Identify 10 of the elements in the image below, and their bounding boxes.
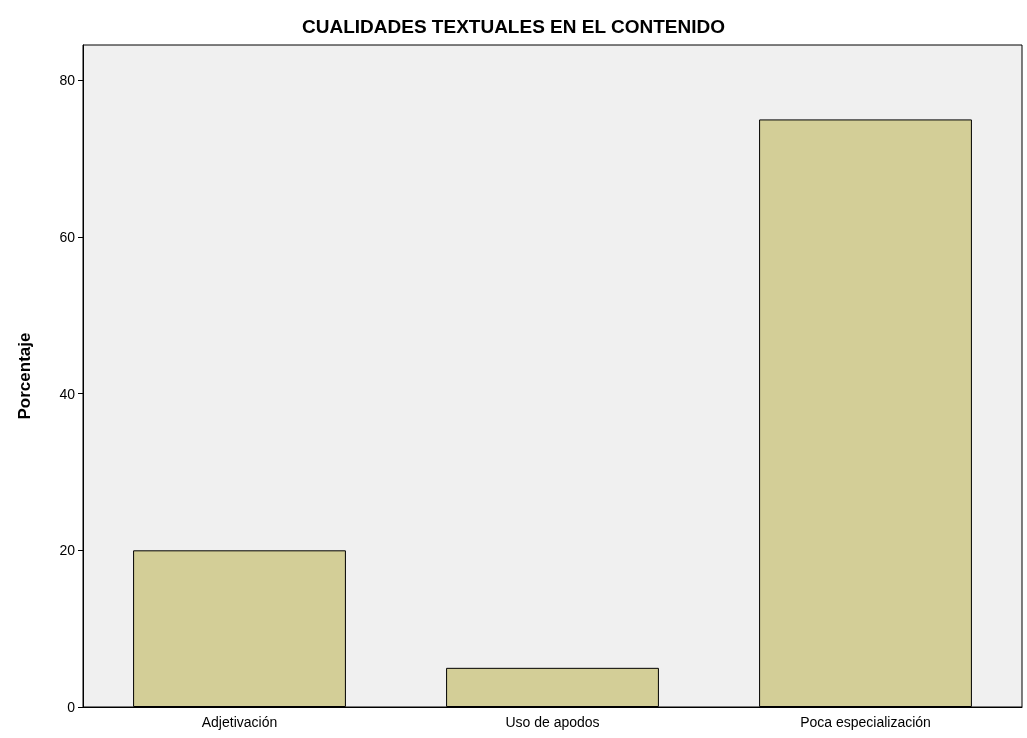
chart-title: CUALIDADES TEXTUALES EN EL CONTENIDO [302,16,725,37]
y-tick-label: 80 [59,72,76,89]
y-axis-title: Porcentaje [15,332,34,420]
x-tick-label: Poca especialización [800,714,931,730]
x-tick-label: Uso de apodos [505,714,600,730]
x-tick-label: Adjetivación [201,714,278,730]
y-tick-label: 60 [59,228,76,245]
y-tick-label: 40 [59,385,76,402]
y-tick-label: 20 [59,542,76,559]
y-tick-label: 0 [67,699,76,715]
